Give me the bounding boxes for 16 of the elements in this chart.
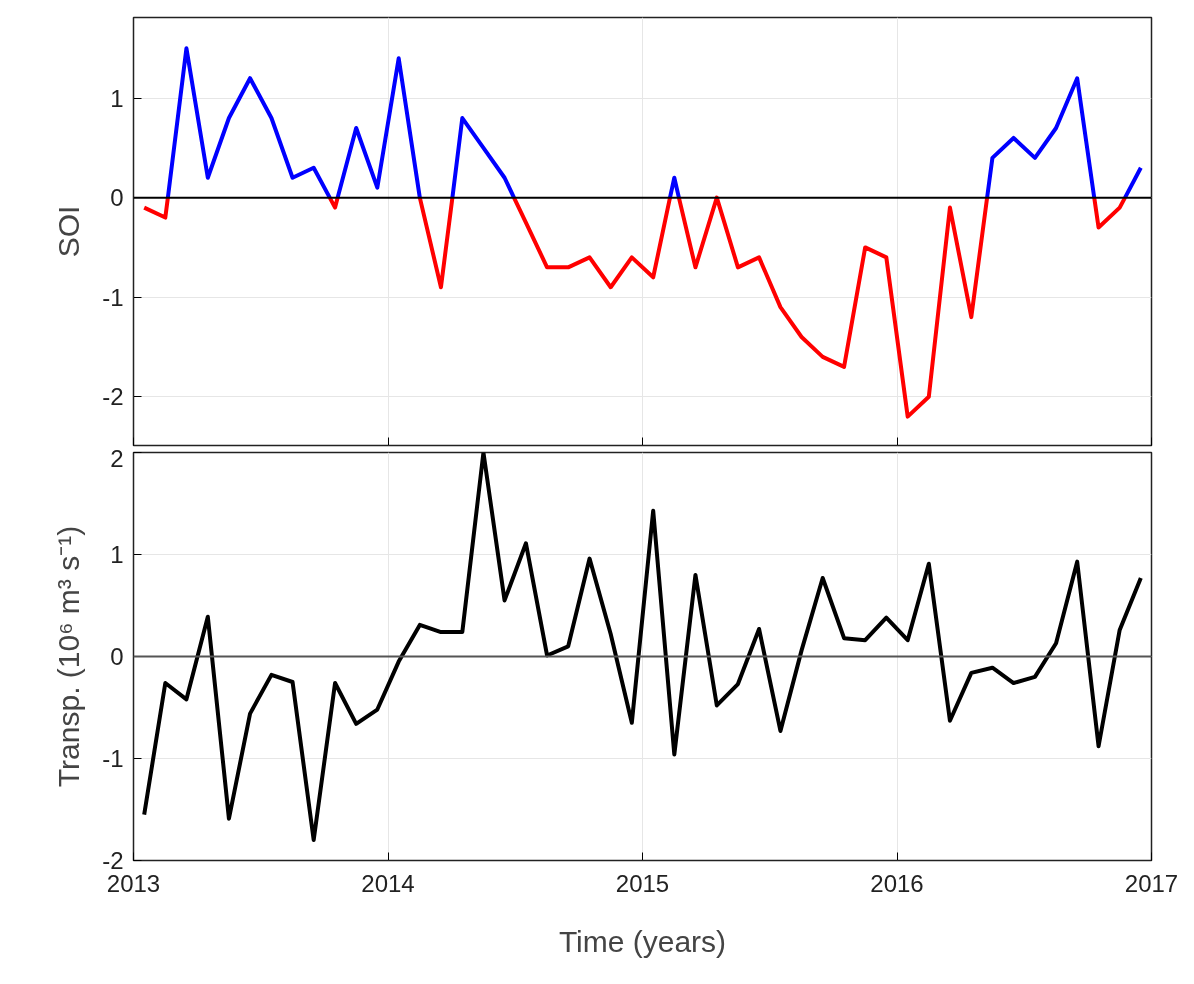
y-tick-label: 1 xyxy=(110,84,124,112)
y-axis-title: SOI xyxy=(52,205,86,258)
line-series xyxy=(142,452,1143,843)
x-tick-label: 2015 xyxy=(615,869,670,897)
y-axis-title: Transp. (10⁶ m³ s⁻¹) xyxy=(52,525,86,788)
y-tick-label: 0 xyxy=(110,643,124,670)
y-tick-label: -1 xyxy=(102,745,124,772)
y-tick-label: -1 xyxy=(102,283,124,311)
y-tick-label: -2 xyxy=(102,383,124,411)
x-tick-label: 2017 xyxy=(1124,869,1179,897)
x-tick-label: 2014 xyxy=(361,869,415,897)
y-tick-label: 0 xyxy=(110,184,124,212)
y-tick-label: 2 xyxy=(110,444,124,472)
y-tick-label: 1 xyxy=(110,541,124,568)
x-tick-label: 2016 xyxy=(870,869,924,897)
x-axis-title: Time (years) xyxy=(558,924,727,958)
